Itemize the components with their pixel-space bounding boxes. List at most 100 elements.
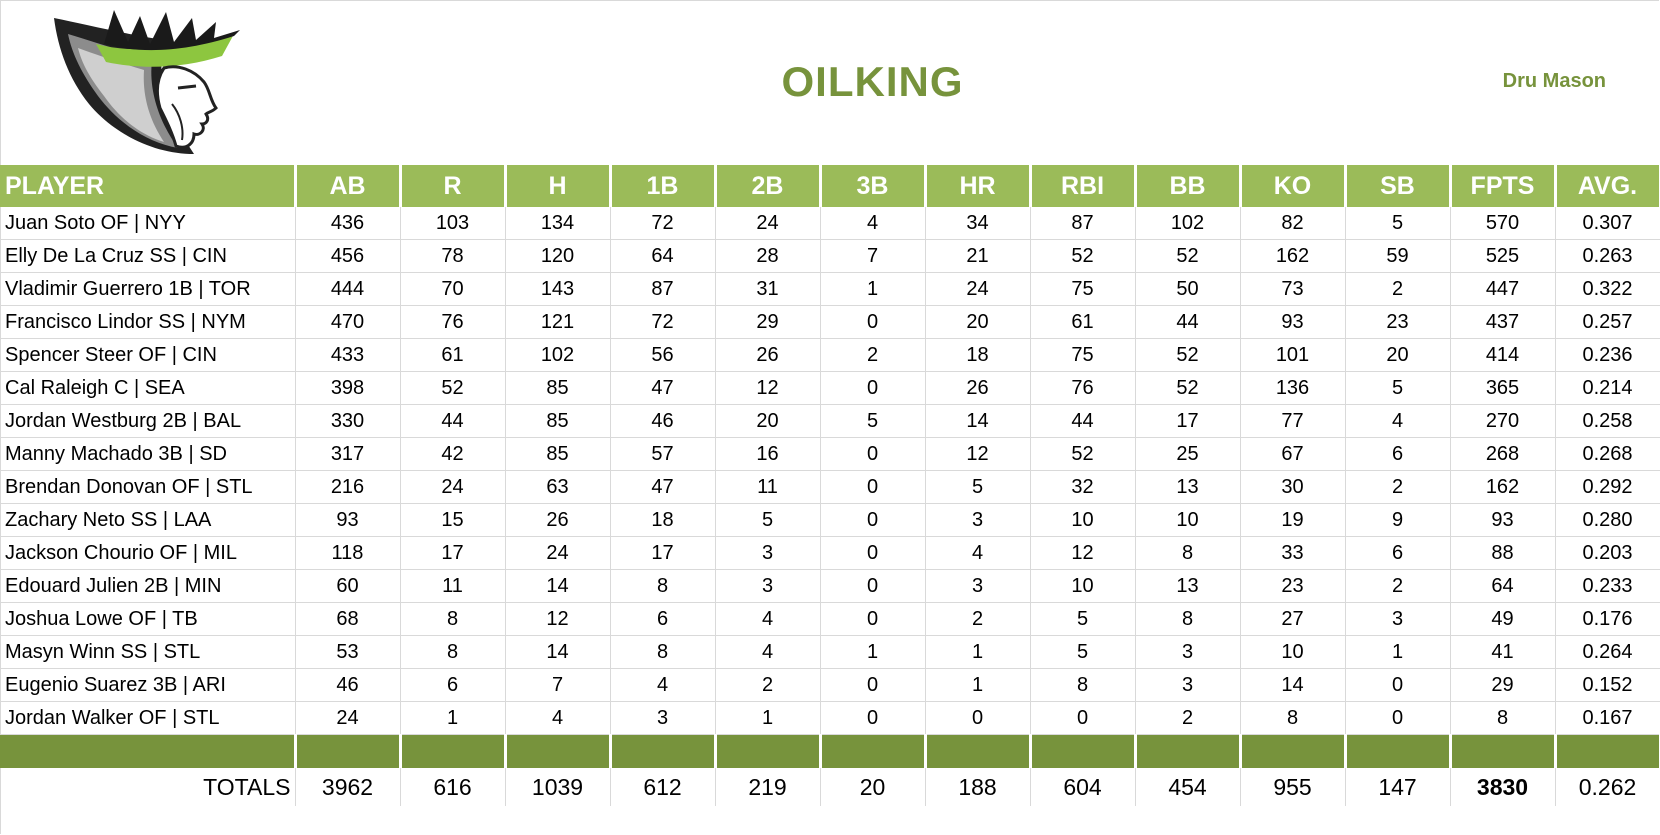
stat-cell: 0.280 [1555,503,1660,537]
stat-cell: 26 [925,371,1031,405]
column-header-fpts: FPTS [1450,165,1557,207]
stat-cell: 33 [1240,536,1346,570]
stat-cell: 330 [295,404,401,438]
player-name-cell: Vladimir Guerrero 1B | TOR [0,272,296,306]
stat-cell: 6 [1345,536,1451,570]
roster-stats-table: PLAYER AB R H 1B 2B 3B HR RBI BB KO SB FPTS AVG. Juan… [0,165,1660,806]
stat-cell: 20 [715,404,821,438]
stat-cell: 57 [610,437,716,471]
stat-cell: 21 [925,239,1031,273]
stat-cell: 6 [1345,437,1451,471]
stat-cell: 4 [925,536,1031,570]
stat-cell: 14 [505,569,611,603]
player-name-cell: Masyn Winn SS | STL [0,635,296,669]
separator-cell [925,734,1032,768]
total-cell: 955 [1240,768,1346,806]
stat-cell: 447 [1450,272,1556,306]
stat-cell: 10 [1135,503,1241,537]
stat-cell: 2 [1345,272,1451,306]
totals-label: TOTALS [0,768,296,806]
stat-cell: 0.263 [1555,239,1660,273]
stat-cell: 14 [1240,668,1346,702]
stat-cell: 52 [1030,437,1136,471]
stat-cell: 26 [505,503,611,537]
stat-cell: 9 [1345,503,1451,537]
stat-cell: 72 [610,207,716,240]
fpts-total: 3830 [1450,768,1556,806]
table-row: Joshua Lowe OF | TB 68 8 12 6 4 0 2 5 8 27 3 49 0.176 [0,602,1660,636]
player-name-cell: Jackson Chourio OF | MIL [0,536,296,570]
stat-cell: 102 [505,338,611,372]
stat-cell: 162 [1240,239,1346,273]
table-row: Francisco Lindor SS | NYM 470 76 121 72 29 0 20… [0,305,1660,339]
separator-cell [400,734,507,768]
stat-cell: 15 [400,503,506,537]
stat-cell: 75 [1030,338,1136,372]
player-name-cell: Eugenio Suarez 3B | ARI [0,668,296,702]
stat-cell: 13 [1135,569,1241,603]
column-header-2b: 2B [715,165,822,207]
stat-cell: 61 [400,338,506,372]
stat-cell: 28 [715,239,821,273]
stat-cell: 23 [1240,569,1346,603]
stat-cell: 0 [820,470,926,504]
total-cell: 3962 [295,768,401,806]
player-name-cell: Cal Raleigh C | SEA [0,371,296,405]
stat-cell: 0.167 [1555,701,1660,735]
stat-cell: 8 [610,635,716,669]
total-cell: 20 [820,768,926,806]
stat-cell: 1 [1345,635,1451,669]
stat-cell: 5 [820,404,926,438]
stat-cell: 12 [505,602,611,636]
stat-cell: 1 [925,635,1031,669]
stat-cell: 24 [715,207,821,240]
stat-cell: 0.322 [1555,272,1660,306]
stat-cell: 46 [610,404,716,438]
stat-cell: 5 [1345,207,1451,240]
stat-cell: 85 [505,404,611,438]
stat-cell: 24 [505,536,611,570]
stat-cell: 5 [1345,371,1451,405]
stat-cell: 44 [400,404,506,438]
separator-cell [1450,734,1557,768]
stat-cell: 44 [1030,404,1136,438]
stat-cell: 0 [820,503,926,537]
stat-cell: 0 [925,701,1031,735]
stat-cell: 26 [715,338,821,372]
total-cell: 612 [610,768,716,806]
stat-cell: 5 [925,470,1031,504]
stat-cell: 0.292 [1555,470,1660,504]
stat-cell: 6 [610,602,716,636]
stat-cell: 525 [1450,239,1556,273]
stat-cell: 93 [1450,503,1556,537]
stat-cell: 34 [925,207,1031,240]
stat-cell: 25 [1135,437,1241,471]
player-name-cell: Francisco Lindor SS | NYM [0,305,296,339]
stat-cell: 2 [820,338,926,372]
stat-cell: 29 [715,305,821,339]
stat-cell: 0.203 [1555,536,1660,570]
stat-cell: 470 [295,305,401,339]
stat-cell: 0 [1345,701,1451,735]
stat-cell: 77 [1240,404,1346,438]
stat-cell: 87 [610,272,716,306]
stat-cell: 3 [1135,668,1241,702]
stat-cell: 20 [925,305,1031,339]
stat-cell: 12 [925,437,1031,471]
stat-cell: 53 [295,635,401,669]
player-name-cell: Jordan Westburg 2B | BAL [0,404,296,438]
stat-cell: 87 [1030,207,1136,240]
stat-cell: 120 [505,239,611,273]
stat-cell: 0.258 [1555,404,1660,438]
stat-cell: 3 [715,536,821,570]
stat-cell: 60 [295,569,401,603]
player-name-cell: Edouard Julien 2B | MIN [0,569,296,603]
stat-cell: 2 [1135,701,1241,735]
stat-cell: 0.214 [1555,371,1660,405]
stat-cell: 0.152 [1555,668,1660,702]
stat-cell: 29 [1450,668,1556,702]
stat-cell: 59 [1345,239,1451,273]
stat-cell: 2 [1345,470,1451,504]
stat-cell: 0 [820,668,926,702]
stat-cell: 14 [925,404,1031,438]
